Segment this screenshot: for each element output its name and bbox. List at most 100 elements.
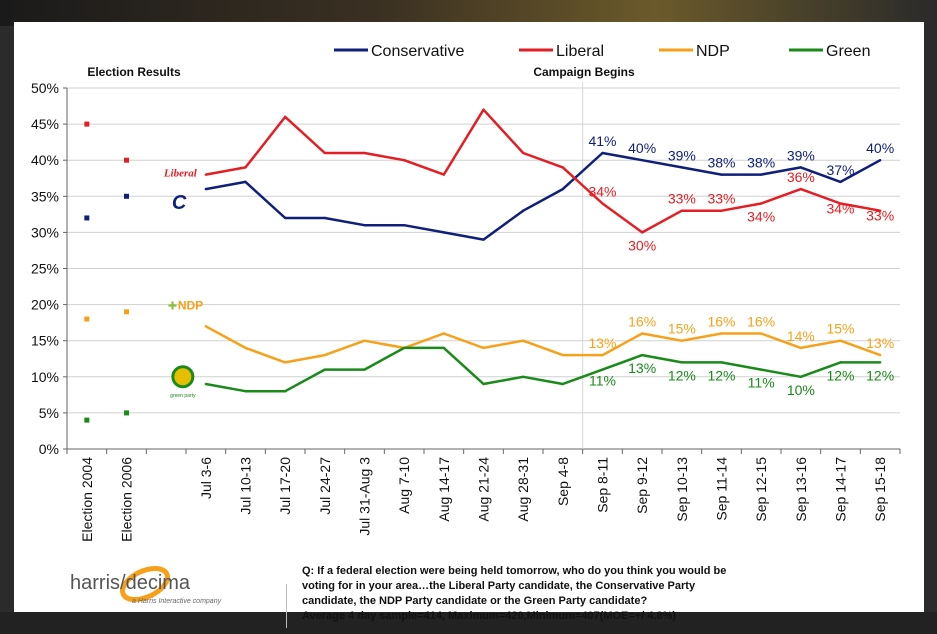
line-chart: 0% 5% 10% 15% 20% 25% 30% 35% 40% 45% 50% Election …	[31, 43, 901, 542]
data-point	[878, 209, 882, 212]
x-tick-label: Sep 12-15	[753, 457, 769, 522]
data-label: 41%	[588, 133, 616, 149]
x-tick-label: Sep 14-17	[833, 457, 849, 522]
data-point	[363, 368, 366, 371]
x-tick-label: Jul 17-20	[277, 457, 293, 515]
y-tick-label: 45%	[31, 116, 59, 132]
legend-label: NDP	[696, 43, 730, 60]
data-point	[402, 159, 406, 162]
data-point	[601, 151, 604, 155]
footer-divider	[286, 584, 287, 628]
data-point	[442, 332, 446, 335]
x-tick-label: Sep 9-12	[634, 457, 650, 514]
data-point	[482, 238, 485, 241]
election-result-marker	[84, 316, 90, 322]
ndp-logo: NDP	[178, 299, 203, 313]
data-point	[482, 108, 485, 111]
data-point	[640, 159, 644, 162]
data-label: 40%	[628, 140, 656, 156]
election-result-marker	[84, 215, 90, 221]
data-point	[640, 231, 644, 234]
green-logo-text: green party	[170, 393, 196, 399]
ndp-leaf-icon: ✚	[168, 301, 177, 313]
legend-label: Green	[826, 43, 870, 60]
data-point	[720, 209, 723, 212]
data-point	[680, 361, 684, 364]
data-point	[521, 339, 525, 342]
election-result-marker	[124, 157, 129, 163]
legend-label: Liberal	[556, 43, 604, 60]
data-label: 12%	[707, 367, 735, 383]
data-label: 37%	[826, 162, 854, 178]
data-point	[799, 375, 803, 378]
data-point	[601, 353, 604, 357]
data-point	[283, 390, 287, 393]
data-point	[204, 325, 208, 328]
data-label: 15%	[826, 321, 854, 337]
data-label: 16%	[628, 313, 656, 329]
x-tick-label: Aug 21-24	[476, 457, 492, 522]
data-label: 33%	[866, 208, 894, 224]
data-label: 13%	[628, 360, 656, 376]
footnote-line-2: voting for in your area…the Liberal Part…	[302, 580, 696, 592]
x-tick-label: Sep 13-16	[793, 457, 809, 522]
conservative-logo-icon: C	[172, 192, 187, 214]
data-point	[601, 202, 604, 205]
x-tick-label: Election 2006	[119, 457, 135, 542]
data-label: 34%	[747, 209, 775, 225]
y-tick-label: 50%	[31, 80, 59, 96]
data-point	[839, 202, 842, 205]
election-result-marker	[84, 417, 90, 423]
data-point	[363, 339, 366, 342]
data-point	[244, 166, 247, 169]
x-tick-label: Election 2004	[79, 457, 95, 542]
data-label: 33%	[707, 191, 735, 207]
data-point	[442, 173, 446, 176]
data-point	[720, 332, 723, 335]
data-point	[720, 173, 723, 176]
data-point	[323, 368, 327, 371]
data-label: 38%	[707, 155, 735, 171]
data-point	[561, 187, 565, 191]
data-point	[402, 346, 406, 350]
liberal-logo: Liberal	[163, 168, 198, 180]
data-point	[759, 202, 763, 205]
data-point	[283, 115, 287, 119]
data-point	[323, 151, 327, 155]
harris-decima-logo-icon	[120, 565, 170, 603]
x-tick-label: Sep 10-13	[674, 457, 690, 522]
data-label: 16%	[707, 313, 735, 329]
data-point	[521, 209, 525, 212]
data-label: 12%	[866, 367, 894, 383]
data-label: 12%	[668, 367, 696, 383]
x-tick-label: Jul 31-Aug 3	[357, 457, 373, 536]
campaign-begins-label: Campaign Begins	[533, 65, 635, 79]
data-point	[521, 151, 525, 155]
data-label: 11%	[748, 375, 775, 391]
data-point	[561, 353, 565, 357]
legend-label: Conservative	[371, 43, 464, 60]
y-tick-label: 5%	[39, 405, 59, 421]
data-point	[204, 173, 208, 176]
x-tick-label: Aug 14-17	[436, 457, 452, 522]
y-tick-label: 0%	[39, 441, 59, 457]
y-tick-label: 25%	[31, 261, 59, 277]
data-point	[601, 368, 604, 371]
data-point	[561, 382, 565, 386]
y-tick-label: 15%	[31, 333, 59, 349]
data-label: 30%	[628, 237, 656, 253]
data-point	[680, 209, 684, 212]
election-result-marker	[124, 410, 129, 416]
data-point	[640, 332, 644, 335]
data-point	[244, 390, 247, 393]
data-point	[204, 382, 208, 386]
data-point	[759, 173, 763, 176]
data-point	[283, 216, 287, 220]
data-label: 39%	[668, 147, 696, 163]
data-label: 13%	[588, 335, 616, 351]
data-point	[442, 231, 446, 234]
data-point	[680, 166, 684, 169]
footnote-line-1: Q: If a federal election were being held…	[302, 565, 727, 577]
data-label: 13%	[866, 335, 894, 351]
x-tick-label: Sep 8-11	[595, 457, 611, 513]
